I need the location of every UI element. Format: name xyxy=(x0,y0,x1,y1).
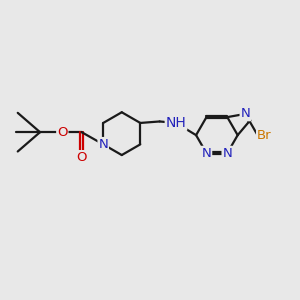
Text: N: N xyxy=(98,138,108,151)
Text: N: N xyxy=(222,147,232,160)
Text: NH: NH xyxy=(166,116,186,130)
Text: O: O xyxy=(76,151,87,164)
Text: O: O xyxy=(57,126,68,139)
Text: Br: Br xyxy=(257,129,272,142)
Text: N: N xyxy=(241,107,250,120)
Text: N: N xyxy=(202,147,211,160)
